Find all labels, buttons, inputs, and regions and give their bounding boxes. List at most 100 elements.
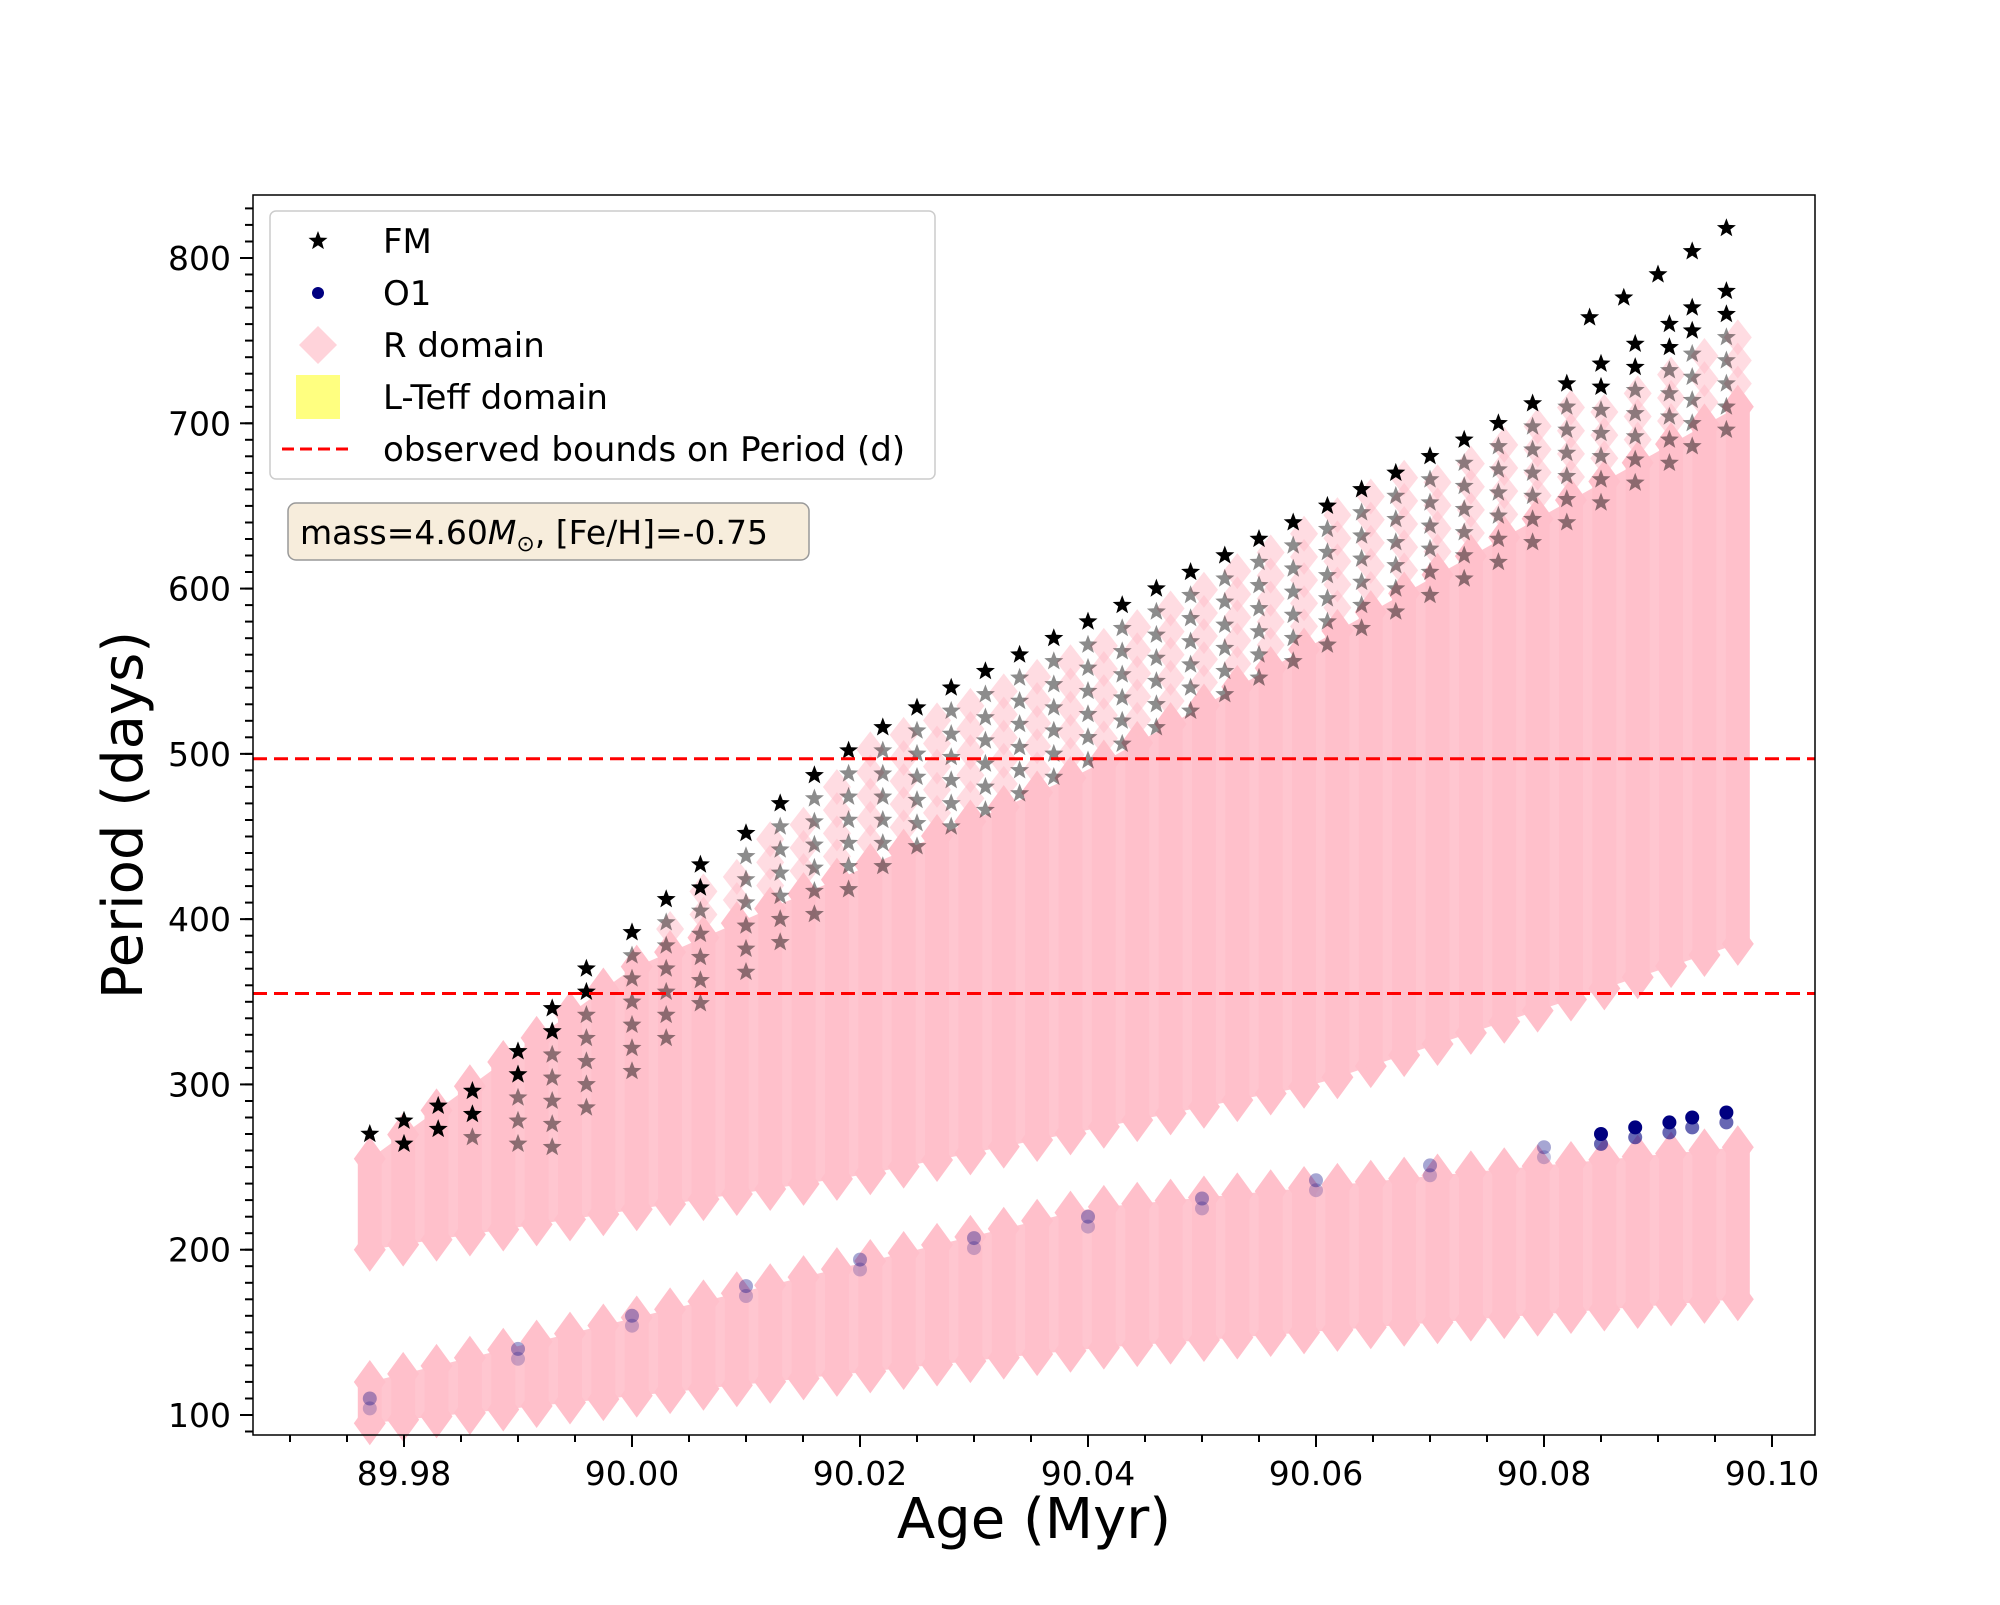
fm-point xyxy=(804,811,824,830)
y-tick-label: 100 xyxy=(168,1396,231,1435)
fm-point xyxy=(1488,459,1508,478)
fm-point xyxy=(1352,618,1372,637)
fm-point xyxy=(1386,462,1406,481)
fm-point xyxy=(690,993,710,1012)
fm-point xyxy=(907,836,927,855)
annotation-mass-symbol: M xyxy=(488,513,516,552)
r-domain-upper-band-diamond-sparse xyxy=(1323,543,1352,580)
r-domain-upper-band-diamond-sparse xyxy=(1089,650,1118,687)
o1-point xyxy=(362,1401,377,1416)
r-domain-upper-band-diamond-sparse xyxy=(1556,389,1585,426)
fm-point xyxy=(656,912,676,931)
fm-point xyxy=(1215,614,1235,633)
fm-point xyxy=(1249,598,1269,617)
r-domain-upper-band-diamond-sparse xyxy=(1189,618,1218,655)
fm-point xyxy=(1682,390,1702,409)
fm-point xyxy=(907,790,927,809)
r-domain-upper-band-diamond-sparse xyxy=(1423,487,1452,524)
fm-point xyxy=(1716,281,1736,300)
fm-point xyxy=(1215,568,1235,587)
r-domain-upper-band-diamond-sparse xyxy=(923,794,952,831)
fm-point xyxy=(1659,453,1679,471)
annotation-suffix: , [Fe/H]=-0.75 xyxy=(535,513,768,552)
fm-point xyxy=(1010,783,1030,802)
r-domain-upper-band-diamond-sparse xyxy=(956,687,985,724)
o1-point xyxy=(511,1341,525,1356)
r-domain-upper-band-diamond-sparse xyxy=(656,911,685,948)
r-domain-upper-band-fill xyxy=(369,406,1738,1250)
r-domain-upper-band-diamond-sparse xyxy=(1189,664,1218,701)
r-domain-upper-band-diamond-sparse xyxy=(1290,585,1319,622)
fm-point xyxy=(1454,545,1474,564)
fm-point xyxy=(1044,674,1064,693)
fm-point xyxy=(1249,621,1269,640)
fm-point xyxy=(1010,667,1030,686)
fm-point xyxy=(1454,522,1474,541)
fm-point xyxy=(736,915,756,934)
r-domain-upper-band-diamond-sparse xyxy=(789,806,818,843)
fm-point xyxy=(975,753,995,772)
legend-label: observed bounds on Period (d) xyxy=(383,430,905,470)
r-domain-upper-band-diamond-sparse xyxy=(856,754,885,791)
fm-point xyxy=(1386,532,1406,551)
r-domain-upper-band-diamond-sparse xyxy=(822,838,851,875)
r-domain-upper-band-diamond-sparse xyxy=(1223,622,1252,659)
fm-point xyxy=(1112,641,1132,660)
fm-point xyxy=(1283,535,1303,554)
r-domain-upper-band-diamond-sparse xyxy=(1056,667,1085,704)
fm-point xyxy=(1523,439,1543,458)
fm-point xyxy=(1557,512,1577,531)
r-domain-upper-band-diamond-sparse xyxy=(1456,514,1485,551)
fm-point xyxy=(1454,429,1474,448)
r-domain-upper-band-diamond-sparse xyxy=(1390,482,1419,519)
r-domain-upper-band-diamond-sparse xyxy=(1523,431,1552,468)
fm-point xyxy=(1557,396,1577,415)
r-domain-upper-band-diamond-sparse xyxy=(889,763,918,800)
legend-r-domain-marker xyxy=(299,326,337,364)
fm-point xyxy=(1682,297,1702,316)
fm-point xyxy=(770,862,790,881)
fm-point xyxy=(770,793,790,812)
y-tick-label: 600 xyxy=(168,570,231,609)
y-tick-label: 200 xyxy=(168,1231,231,1270)
fm-point xyxy=(508,1133,528,1152)
fm-point xyxy=(1010,714,1030,733)
r-domain-upper-band-diamond-sparse xyxy=(1356,524,1385,561)
fm-point xyxy=(839,879,859,898)
fm-point xyxy=(394,1133,414,1152)
fm-point xyxy=(1283,605,1303,624)
r-domain-upper-band-diamond-sparse xyxy=(1256,627,1285,664)
fm-point xyxy=(1682,241,1702,260)
fm-point xyxy=(1146,648,1166,667)
fm-point xyxy=(690,970,710,989)
fm-point xyxy=(736,846,756,865)
r-domain-upper-band-diamond-sparse xyxy=(1189,571,1218,608)
fm-point xyxy=(1591,376,1611,395)
r-domain-upper-band-diamond-sparse xyxy=(889,786,918,823)
fm-point xyxy=(1386,578,1406,597)
r-domain-upper-band-diamond-sparse xyxy=(1490,426,1519,463)
fm-point xyxy=(1625,472,1645,491)
fm-point xyxy=(1557,443,1577,462)
fm-point xyxy=(1112,687,1132,706)
fm-point xyxy=(1659,314,1679,333)
r-domain-upper-band-diamond-sparse xyxy=(1523,408,1552,445)
fm-point xyxy=(428,1095,448,1114)
fm-point xyxy=(1716,304,1736,323)
fm-point xyxy=(1420,469,1440,488)
r-domain-upper-band-diamond-sparse xyxy=(1323,497,1352,534)
r-domain-upper-band-diamond-sparse xyxy=(956,780,985,817)
fm-point xyxy=(873,740,893,759)
r-domain-upper-band-diamond-sparse xyxy=(1623,375,1652,412)
fm-point xyxy=(1181,654,1201,673)
r-domain-upper-band-diamond-sparse xyxy=(889,809,918,846)
fm-point xyxy=(690,947,710,966)
fm-point xyxy=(1648,264,1668,283)
r-domain-upper-band-diamond-sparse xyxy=(1356,501,1385,538)
fm-point xyxy=(1659,406,1679,425)
fm-point xyxy=(622,1014,642,1033)
r-domain-upper-band-diamond-sparse xyxy=(1089,720,1118,757)
o1-point xyxy=(853,1252,867,1267)
o1-point xyxy=(625,1308,639,1323)
r-domain-upper-band-diamond-sparse xyxy=(1423,533,1452,570)
